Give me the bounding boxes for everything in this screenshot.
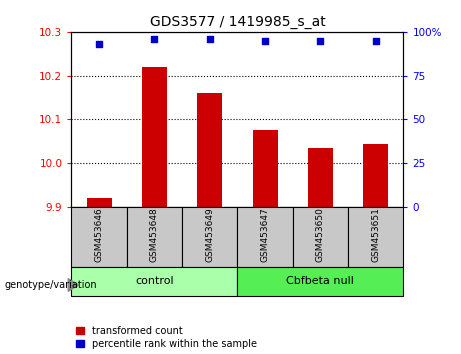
- Text: GSM453646: GSM453646: [95, 207, 104, 262]
- Legend: transformed count, percentile rank within the sample: transformed count, percentile rank withi…: [77, 326, 257, 349]
- Polygon shape: [68, 279, 78, 291]
- Bar: [363, 144, 388, 207]
- Bar: [127, 207, 182, 267]
- Bar: [308, 148, 333, 207]
- Text: Cbfbeta null: Cbfbeta null: [286, 276, 355, 286]
- Bar: [197, 93, 222, 207]
- Bar: [71, 267, 237, 296]
- Bar: [348, 207, 403, 267]
- Text: genotype/variation: genotype/variation: [5, 280, 97, 290]
- Bar: [182, 207, 237, 267]
- Bar: [142, 67, 167, 207]
- Point: [317, 38, 324, 44]
- Text: GSM453651: GSM453651: [371, 207, 380, 262]
- Bar: [237, 267, 403, 296]
- Point: [206, 36, 213, 42]
- Point: [95, 41, 103, 47]
- Bar: [293, 207, 348, 267]
- Title: GDS3577 / 1419985_s_at: GDS3577 / 1419985_s_at: [149, 16, 325, 29]
- Point: [151, 36, 158, 42]
- Text: control: control: [135, 276, 174, 286]
- Bar: [237, 207, 293, 267]
- Bar: [71, 207, 127, 267]
- Text: GSM453649: GSM453649: [205, 207, 214, 262]
- Text: GSM453648: GSM453648: [150, 207, 159, 262]
- Bar: [253, 130, 278, 207]
- Text: GSM453650: GSM453650: [316, 207, 325, 262]
- Point: [261, 38, 269, 44]
- Text: GSM453647: GSM453647: [260, 207, 270, 262]
- Bar: [87, 198, 112, 207]
- Point: [372, 38, 379, 44]
